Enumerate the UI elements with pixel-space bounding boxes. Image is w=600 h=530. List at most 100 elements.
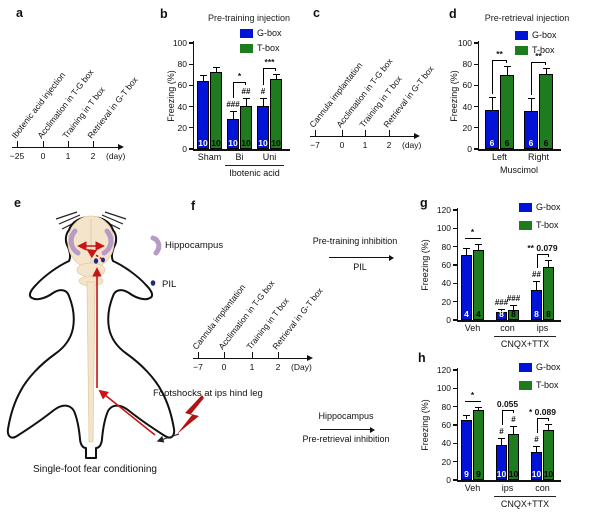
- timeline-axis: [193, 358, 307, 360]
- sig-bracket-leg: [492, 60, 493, 95]
- y-tick: [473, 84, 478, 87]
- error-bar: [548, 259, 549, 267]
- panel-a-timeline: −25 Ibotenic acid injection 0 Acclimation i…: [9, 5, 158, 185]
- y-tick-label: 20: [462, 122, 472, 133]
- mouse-diagram: Hippocampus PIL Footshocks at ips hind l…: [6, 211, 263, 475]
- n-label: 8: [499, 309, 504, 319]
- footshock-label: Footshocks at ips hind leg: [153, 388, 263, 399]
- legend-label: G-box: [536, 362, 561, 372]
- error-bar-cap: [463, 414, 470, 416]
- legend-label: G-box: [532, 30, 557, 40]
- timeline-tick-label: 1: [65, 151, 71, 161]
- timeline-tick: [365, 130, 367, 136]
- y-tick-label: 100: [436, 383, 451, 394]
- y-tick: [452, 479, 457, 481]
- x-group-label: Sham: [197, 152, 222, 162]
- chart-title: Pre-retrieval injection: [484, 13, 570, 23]
- n-label: 9: [476, 469, 481, 479]
- y-axis-label: Freezing (%): [449, 70, 459, 122]
- x-axis: [192, 149, 290, 151]
- panel-label-g: g: [420, 196, 428, 210]
- x-group-label: Bi: [235, 152, 244, 162]
- n-label: 4: [464, 309, 469, 319]
- error-bar-cap: [498, 309, 505, 310]
- x-group-label: con: [535, 483, 550, 493]
- legend-label: T-box: [536, 220, 559, 230]
- error-bar: [275, 73, 277, 80]
- error-bar-cap: [527, 98, 535, 100]
- error-bar: [232, 110, 234, 120]
- timeline-cannula-experiment: −7 Cannula implantation 0 Acclimation in T-…: [307, 5, 448, 185]
- pre-retrieval-arrow-shaft: [320, 429, 370, 431]
- error-bar: [506, 66, 508, 75]
- n-label: 10: [211, 138, 221, 148]
- timeline-unit-label: (day): [402, 140, 422, 150]
- hippocampus-target-label: Hippocampus: [318, 411, 374, 421]
- lightning-bolt-icon: [177, 395, 204, 434]
- pain-pathway-arrows: [77, 241, 156, 436]
- n-label: 6: [528, 138, 534, 148]
- error-bar: [536, 446, 537, 452]
- legend-label: T-box: [536, 380, 559, 390]
- chart-title: Pre-training injection: [207, 13, 291, 23]
- panel-h-chart: Freezing (%) 0 20 40 60 80 100 120 9 9 Veh * 10 #10 # i…: [405, 355, 600, 525]
- bar-tbox: [543, 429, 554, 480]
- timeline-tick: [198, 352, 200, 358]
- x-group-label: Left: [491, 152, 507, 162]
- sig-label: *: [470, 226, 475, 237]
- bar-gbox: [531, 451, 542, 480]
- panel-c-timeline: −7 Cannula implantation 0 Acclimation in T-…: [307, 5, 448, 185]
- n-label: 8: [546, 309, 551, 319]
- y-tick-label: 60: [441, 260, 451, 270]
- y-tick-label: 0: [182, 144, 187, 154]
- sig-label: **: [496, 49, 503, 60]
- panel-label-f: f: [191, 199, 196, 213]
- y-tick: [188, 42, 193, 44]
- error-bar: [501, 437, 502, 446]
- significance-hash: ##: [532, 269, 541, 279]
- error-bar-cap: [475, 406, 482, 408]
- n-label: 8: [511, 309, 516, 319]
- error-bar: [215, 67, 217, 72]
- bar-tbox: [539, 73, 553, 149]
- x-group-label: Veh: [464, 323, 481, 333]
- timeline-tick-label: 0: [339, 140, 345, 150]
- sig-bracket: [233, 82, 246, 84]
- timeline-axis: [310, 136, 414, 138]
- panel-e-caption: Single-foot fear conditioning: [33, 464, 157, 475]
- y-tick: [452, 461, 457, 463]
- error-bar: [478, 243, 479, 251]
- n-label: 6: [504, 138, 510, 148]
- legend-label: T-box: [532, 45, 555, 55]
- significance-hash: ##: [241, 87, 251, 97]
- sig-label: ** 0.079: [527, 242, 558, 253]
- y-tick: [452, 282, 457, 285]
- y-tick-label: 80: [441, 241, 451, 252]
- n-label: 10: [543, 469, 554, 479]
- significance-hash: ###: [506, 294, 521, 304]
- bar-gbox: [197, 81, 209, 149]
- timeline-arrowhead: [414, 133, 420, 140]
- y-tick-label: 100: [457, 38, 472, 48]
- sig-bracket-leg: [245, 82, 246, 86]
- bar-gbox: [485, 109, 499, 149]
- n-label: 10: [241, 138, 251, 148]
- legend-swatch-gbox: [240, 29, 253, 38]
- significance-hash: #: [534, 435, 539, 445]
- error-bar-cap: [488, 97, 496, 99]
- bar-gbox: [461, 419, 472, 480]
- legend-label: G-box: [257, 28, 282, 38]
- bar-gbox: [524, 110, 538, 149]
- sig-label: *: [237, 71, 242, 82]
- y-tick-label: 100: [172, 38, 187, 48]
- error-bar-cap: [503, 66, 511, 68]
- error-bar-cap: [242, 98, 250, 100]
- y-axis-label: Freezing (%): [420, 399, 430, 451]
- timeline-tick-label: −25: [9, 151, 25, 161]
- error-bar-cap: [199, 74, 207, 76]
- timeline-axis: [12, 147, 118, 149]
- chart-pre-training-injection: Pre-training injection Freezing (%) 0 20 40 6…: [158, 5, 315, 188]
- error-bar: [530, 98, 532, 111]
- panel-d-chart: Pre-retrieval injection Freezing (%) 0 20 40…: [445, 5, 600, 188]
- error-bar-cap: [259, 98, 267, 100]
